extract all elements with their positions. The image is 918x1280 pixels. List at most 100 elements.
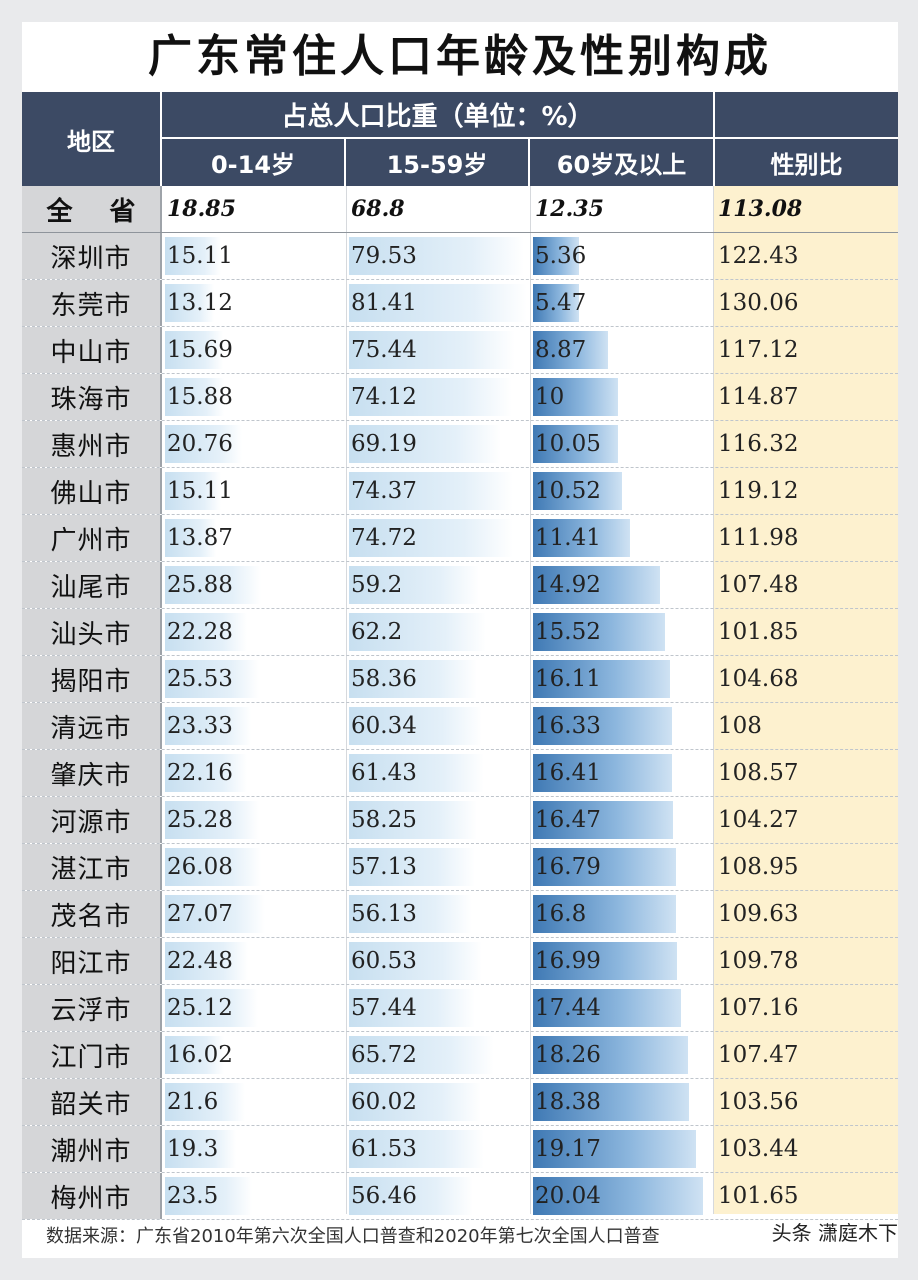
cell-sex-ratio: 109.78 bbox=[713, 938, 898, 984]
cell-0-14: 15.11 bbox=[162, 468, 346, 514]
value-bar bbox=[349, 1130, 485, 1168]
cell-15-59: 58.25 bbox=[346, 797, 530, 843]
cell-sex-ratio: 116.32 bbox=[713, 421, 898, 467]
value-bar bbox=[165, 613, 248, 651]
table-row: 佛山市 15.11 74.37 10.52 119.12 bbox=[22, 468, 898, 515]
cell-60-plus: 10 bbox=[530, 374, 713, 420]
cell-sex-ratio: 104.27 bbox=[713, 797, 898, 843]
cell-60-plus: 12.35 bbox=[530, 186, 713, 232]
value-label: 107.48 bbox=[718, 572, 799, 598]
cell-60-plus: 8.87 bbox=[530, 327, 713, 373]
value-bar bbox=[349, 895, 473, 933]
value-label: 25.28 bbox=[167, 807, 233, 833]
header-col-sex-ratio: 性别比 bbox=[713, 139, 898, 186]
value-label: 15.11 bbox=[167, 478, 233, 504]
cell-sex-ratio: 103.56 bbox=[713, 1079, 898, 1125]
value-label: 19.17 bbox=[535, 1136, 601, 1162]
table-row: 阳江市 22.48 60.53 16.99 109.78 bbox=[22, 938, 898, 985]
value-label: 104.27 bbox=[718, 807, 799, 833]
cell-15-59: 56.46 bbox=[346, 1173, 530, 1219]
value-bar bbox=[349, 613, 486, 651]
cell-60-plus: 10.05 bbox=[530, 421, 713, 467]
region-label: 惠州市 bbox=[22, 421, 162, 467]
value-label: 27.07 bbox=[167, 901, 233, 927]
cell-60-plus: 16.41 bbox=[530, 750, 713, 796]
header-col-15-59: 15-59岁 bbox=[346, 139, 530, 186]
table-row: 韶关市 21.6 60.02 18.38 103.56 bbox=[22, 1079, 898, 1126]
table-row: 清远市 23.33 60.34 16.33 108 bbox=[22, 703, 898, 750]
column-divider bbox=[530, 186, 531, 1214]
value-label: 103.56 bbox=[718, 1089, 799, 1115]
source-note: 数据来源：广东省2010年第六次全国人口普查和2020年第七次全国人口普查 bbox=[46, 1226, 660, 1247]
value-label: 17.44 bbox=[535, 995, 601, 1021]
cell-sex-ratio: 107.48 bbox=[713, 562, 898, 608]
value-label: 19.3 bbox=[167, 1136, 219, 1162]
value-label: 113.08 bbox=[718, 196, 803, 222]
value-bar bbox=[165, 1036, 225, 1074]
cell-60-plus: 17.44 bbox=[530, 985, 713, 1031]
table-body: 全 省 18.85 68.8 12.35 113.08 深圳市 15.11 79.53 5.36… bbox=[22, 186, 898, 1220]
value-label: 18.38 bbox=[535, 1089, 601, 1115]
value-bar bbox=[349, 519, 514, 557]
value-label: 60.02 bbox=[351, 1089, 417, 1115]
value-label: 14.92 bbox=[535, 572, 601, 598]
cell-0-14: 13.87 bbox=[162, 515, 346, 561]
cell-0-14: 15.88 bbox=[162, 374, 346, 420]
cell-60-plus: 16.47 bbox=[530, 797, 713, 843]
cell-15-59: 75.44 bbox=[346, 327, 530, 373]
value-bar bbox=[349, 942, 483, 980]
value-bar bbox=[533, 519, 630, 557]
cell-60-plus: 20.04 bbox=[530, 1173, 713, 1219]
value-bar bbox=[349, 1083, 482, 1121]
value-label: 20.04 bbox=[535, 1183, 601, 1209]
value-label: 122.43 bbox=[718, 243, 799, 269]
cell-15-59: 60.34 bbox=[346, 703, 530, 749]
value-bar bbox=[533, 660, 670, 698]
cell-0-14: 25.88 bbox=[162, 562, 346, 608]
value-label: 58.25 bbox=[351, 807, 417, 833]
value-label: 74.72 bbox=[351, 525, 417, 551]
value-bar bbox=[533, 754, 673, 792]
chart-title: 广东常住人口年龄及性别构成 bbox=[148, 31, 772, 82]
value-bar bbox=[533, 895, 676, 933]
cell-15-59: 61.43 bbox=[346, 750, 530, 796]
region-label: 韶关市 bbox=[22, 1079, 162, 1125]
value-bar bbox=[165, 660, 260, 698]
header-region: 地区 bbox=[22, 92, 162, 186]
cell-0-14: 22.48 bbox=[162, 938, 346, 984]
value-label: 61.43 bbox=[351, 760, 417, 786]
cell-0-14: 23.5 bbox=[162, 1173, 346, 1219]
cell-15-59: 60.02 bbox=[346, 1079, 530, 1125]
table-row: 全 省 18.85 68.8 12.35 113.08 bbox=[22, 186, 898, 233]
value-label: 62.2 bbox=[351, 619, 403, 645]
value-label: 16.99 bbox=[535, 948, 601, 974]
cell-0-14: 20.76 bbox=[162, 421, 346, 467]
table-row: 湛江市 26.08 57.13 16.79 108.95 bbox=[22, 844, 898, 891]
value-label: 11.41 bbox=[535, 525, 601, 551]
value-bar bbox=[349, 378, 513, 416]
cell-sex-ratio: 101.65 bbox=[713, 1173, 898, 1219]
value-bar bbox=[165, 989, 258, 1027]
value-bar bbox=[533, 848, 676, 886]
value-label: 8.87 bbox=[535, 337, 587, 363]
header-col-0-14: 0-14岁 bbox=[162, 139, 346, 186]
watermark: 头条 潇庭木下 bbox=[771, 1221, 898, 1245]
value-bar bbox=[349, 848, 475, 886]
value-label: 15.11 bbox=[167, 243, 233, 269]
value-label: 81.41 bbox=[351, 290, 417, 316]
value-bar bbox=[533, 284, 580, 322]
value-bar bbox=[533, 331, 609, 369]
value-bar bbox=[533, 378, 618, 416]
value-label: 114.87 bbox=[718, 384, 799, 410]
region-label: 潮州市 bbox=[22, 1126, 162, 1172]
table-row: 肇庆市 22.16 61.43 16.41 108.57 bbox=[22, 750, 898, 797]
cell-60-plus: 16.11 bbox=[530, 656, 713, 702]
table-row: 广州市 13.87 74.72 11.41 111.98 bbox=[22, 515, 898, 562]
cell-60-plus: 16.79 bbox=[530, 844, 713, 890]
value-label: 103.44 bbox=[718, 1136, 799, 1162]
value-label: 16.11 bbox=[535, 666, 601, 692]
value-label: 57.44 bbox=[351, 995, 417, 1021]
value-label: 25.88 bbox=[167, 572, 233, 598]
value-label: 18.26 bbox=[535, 1042, 601, 1068]
cell-60-plus: 14.92 bbox=[530, 562, 713, 608]
